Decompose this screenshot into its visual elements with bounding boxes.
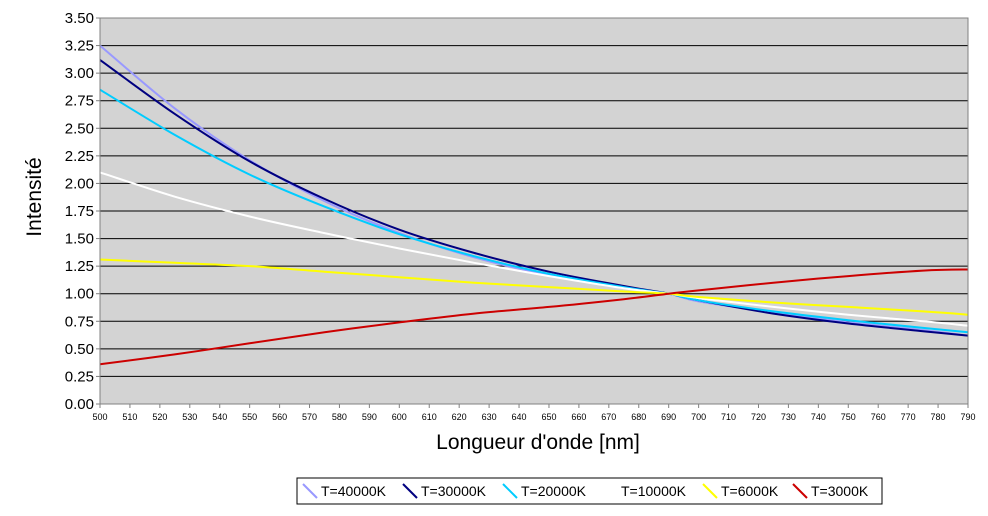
x-tick-label: 500 [92, 412, 107, 422]
y-tick-label: 1.00 [65, 286, 94, 303]
x-tick-label: 740 [811, 412, 826, 422]
y-tick-label: 3.50 [65, 10, 94, 27]
x-tick-label: 630 [482, 412, 497, 422]
legend-label: T=3000K [811, 483, 869, 499]
legend-swatch [502, 483, 518, 499]
y-tick-label: 0.75 [65, 313, 94, 330]
y-tick-label: 1.75 [65, 203, 94, 220]
x-tick-label: 570 [302, 412, 317, 422]
series-lines [99, 44, 969, 366]
legend: T=40000K T=30000K T=20000K T=10000K T=6000K T… [296, 477, 883, 505]
x-tick-label: 730 [781, 412, 796, 422]
x-tick-label: 560 [272, 412, 287, 422]
x-tick-label: 750 [841, 412, 856, 422]
y-tick-label: 3.25 [65, 38, 94, 55]
y-tick-label: 0.00 [65, 396, 94, 413]
y-tick-label: 0.50 [65, 341, 94, 358]
legend-label: T=10000K [621, 483, 687, 499]
series-line-2 [99, 88, 969, 334]
x-tick-label: 580 [332, 412, 347, 422]
legend-swatch [602, 483, 618, 499]
legend-swatch [302, 483, 318, 499]
x-tick-label: 770 [901, 412, 916, 422]
legend-swatch [792, 483, 808, 499]
x-tick-label: 700 [691, 412, 706, 422]
legend-label: T=6000K [721, 483, 779, 499]
x-tick-label: 530 [182, 412, 197, 422]
x-tick-label: 510 [122, 412, 137, 422]
x-tick-label: 540 [212, 412, 227, 422]
series-line-3 [99, 171, 969, 327]
y-tick-label: 1.50 [65, 231, 94, 248]
x-tick-label: 650 [541, 412, 556, 422]
x-tick-label: 780 [931, 412, 946, 422]
grid-lines [100, 45, 968, 377]
y-tick-label: 2.75 [65, 93, 94, 110]
x-tick-label: 760 [871, 412, 886, 422]
legend-label: T=20000K [521, 483, 587, 499]
legend-swatch [702, 483, 718, 499]
x-tick-label: 660 [571, 412, 586, 422]
x-tick-label: 790 [960, 412, 975, 422]
x-tick-label: 610 [422, 412, 437, 422]
x-tick-label: 670 [601, 412, 616, 422]
series-line-1 [99, 59, 969, 337]
x-axis-title: Longueur d'onde [nm] [436, 431, 640, 454]
series-line-5 [99, 268, 969, 366]
x-tick-label: 620 [452, 412, 467, 422]
x-tick-label: 710 [721, 412, 736, 422]
y-tick-label: 1.25 [65, 258, 94, 275]
x-tick-label: 640 [512, 412, 527, 422]
y-tick-label: 2.25 [65, 148, 94, 165]
y-tick-label: 2.50 [65, 120, 94, 137]
y-axis-ticks: 0.00 0.25 0.50 0.75 1.00 1.25 1.50 1.75 2.00 2.25… [65, 10, 100, 413]
legend-label: T=30000K [421, 483, 487, 499]
x-tick-label: 520 [152, 412, 167, 422]
legend-swatch [402, 483, 418, 499]
y-tick-label: 3.00 [65, 65, 94, 82]
x-tick-label: 690 [661, 412, 676, 422]
x-tick-label: 680 [631, 412, 646, 422]
legend-box [296, 477, 883, 505]
y-axis-title: Intensité [23, 157, 46, 236]
x-tick-label: 550 [242, 412, 257, 422]
x-tick-label: 590 [362, 412, 377, 422]
series-line-4 [99, 258, 969, 316]
x-tick-label: 720 [751, 412, 766, 422]
y-tick-label: 0.25 [65, 368, 94, 385]
legend-label: T=40000K [321, 483, 387, 499]
x-axis-ticks: 500 510 520 530 540 550 560 570 580 590 600 610 620 6… [92, 404, 976, 422]
x-tick-label: 600 [392, 412, 407, 422]
y-tick-label: 2.00 [65, 175, 94, 192]
